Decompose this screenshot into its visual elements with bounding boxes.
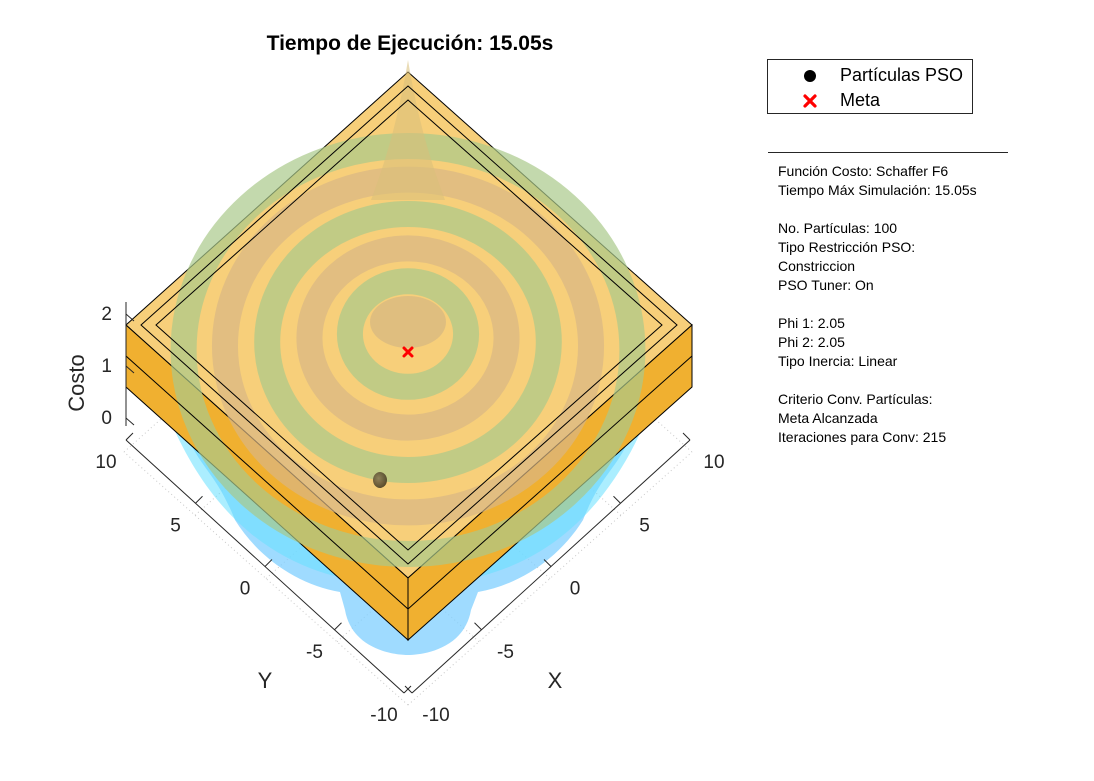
surface-ring xyxy=(336,268,480,400)
z-tick-label: 1 xyxy=(101,356,112,377)
z-tick-label: 0 xyxy=(101,408,112,429)
surface-center-peak xyxy=(370,296,446,348)
x-tick-mark xyxy=(474,622,482,631)
surface-rings xyxy=(170,60,646,567)
info-panel: Función Costo: Schaffer F6 Tiempo Máx Sim… xyxy=(768,152,1008,447)
surface-ring xyxy=(254,201,562,483)
y-tick-mark xyxy=(334,622,342,631)
box-inner-rim-2 xyxy=(155,99,663,551)
surface-ring xyxy=(296,235,520,441)
goal-marker xyxy=(402,346,414,358)
info-line: Criterio Conv. Partículas: xyxy=(778,391,933,407)
surface-bowl xyxy=(170,420,646,600)
y-tick-label: -10 xyxy=(370,705,397,726)
box-mid-edge-right xyxy=(407,355,693,610)
z-axis-label: Costo xyxy=(64,354,89,411)
surface-top-lobe xyxy=(371,60,445,200)
x-tick-label: -5 xyxy=(497,642,514,663)
legend-label-particles: Partículas PSO xyxy=(840,65,964,85)
particle-point xyxy=(373,472,387,488)
z-tick-mark xyxy=(125,313,135,322)
x-tick-label: 5 xyxy=(639,515,650,536)
x-tick-label: 0 xyxy=(570,579,581,600)
box-edges xyxy=(125,85,693,610)
chart-title: Tiempo de Ejecución: 15.05s xyxy=(267,32,554,55)
x-tick-label: 10 xyxy=(703,452,724,473)
x-tick-mark xyxy=(404,685,413,694)
y-tick-label: -5 xyxy=(306,642,323,663)
x-marker-icon xyxy=(800,91,820,111)
box-inner-rim-1 xyxy=(140,85,678,565)
info-line: Función Costo: Schaffer F6 xyxy=(778,163,949,179)
x-tick-mark xyxy=(682,432,691,441)
z-tick-mark xyxy=(125,365,135,374)
info-line: Tipo Inercia: Linear xyxy=(778,353,898,369)
info-spacer xyxy=(768,295,1008,314)
info-spacer xyxy=(768,200,1008,219)
info-line: Tipo Restricción PSO: xyxy=(778,239,916,255)
y-axis-label: Y xyxy=(258,668,273,693)
grid-line-y xyxy=(407,451,693,706)
info-line: Constriccion xyxy=(778,258,856,274)
z-tick-mark xyxy=(125,417,135,426)
info-line: Iteraciones para Conv: 215 xyxy=(778,429,947,445)
x-axis-label: X xyxy=(548,668,563,693)
z-tick-label: 2 xyxy=(101,304,112,325)
info-spacer xyxy=(768,371,1008,390)
x-tick-mark xyxy=(613,495,621,504)
legend[interactable]: Partículas PSO Meta xyxy=(767,59,973,114)
grid-line-x xyxy=(123,451,409,706)
circle-marker-icon xyxy=(800,66,820,86)
axes: 0 1 2 Costo -10 -5 0 5 10 Y -10 -5 0 5 10 X xyxy=(64,302,725,726)
info-line: Phi 1: 2.05 xyxy=(778,315,845,331)
box-mid-edge-left xyxy=(125,355,409,610)
info-line: Phi 2: 2.05 xyxy=(778,334,845,350)
legend-item-particles[interactable]: Partículas PSO xyxy=(768,64,972,88)
x-tick-label: -10 xyxy=(422,705,449,726)
info-line: Tiempo Máx Simulación: 15.05s xyxy=(778,182,977,198)
info-line: Meta Alcanzada xyxy=(778,410,878,426)
data-markers xyxy=(373,346,414,488)
y-tick-mark xyxy=(125,432,134,441)
y-tick-mark xyxy=(195,495,203,504)
y-tick-label: 0 xyxy=(240,579,251,600)
y-tick-mark xyxy=(403,685,412,694)
info-line: No. Partículas: 100 xyxy=(778,220,898,236)
y-tick-label: 5 xyxy=(170,515,181,536)
x-tick-mark xyxy=(543,559,552,567)
legend-item-goal[interactable]: Meta xyxy=(768,89,972,113)
info-line: PSO Tuner: On xyxy=(778,277,874,293)
y-tick-mark xyxy=(264,559,273,567)
legend-label-goal: Meta xyxy=(840,90,881,110)
y-tick-label: 10 xyxy=(95,452,116,473)
